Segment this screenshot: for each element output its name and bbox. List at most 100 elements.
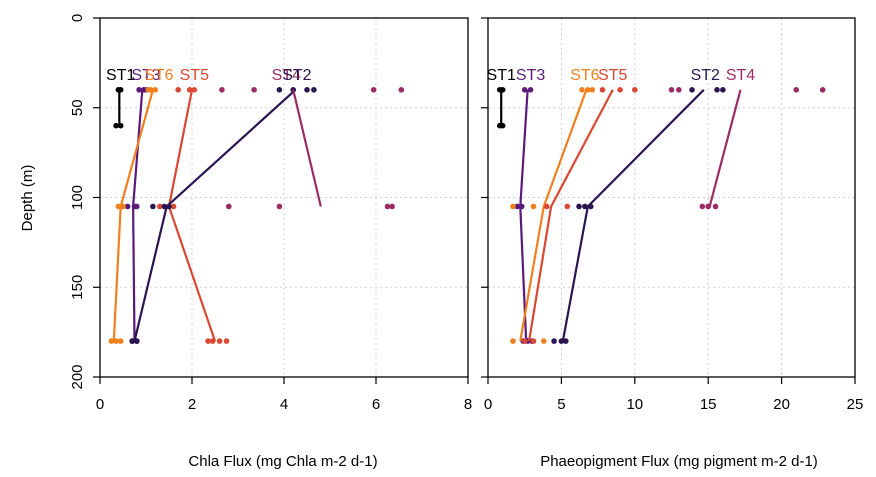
data-point-st3 [134, 203, 140, 210]
data-point-st4 [699, 203, 706, 210]
data-point-st4 [219, 87, 225, 93]
data-point-st5 [564, 203, 571, 210]
data-point-st1 [117, 122, 124, 129]
data-point-st1 [113, 122, 119, 129]
data-point-st2 [714, 87, 720, 93]
y-axis-label: Depth (m) [19, 165, 36, 232]
data-point-st5 [632, 87, 638, 93]
station-label-st2: ST2 [282, 67, 311, 84]
data-point-st4 [370, 87, 377, 93]
data-point-st2 [304, 87, 310, 93]
data-point-st6 [585, 87, 591, 93]
data-point-st2 [558, 338, 565, 344]
data-point-st2 [129, 338, 135, 344]
data-point-st4 [819, 87, 826, 93]
data-point-st2 [276, 87, 283, 93]
x-tick-label: 2 [188, 396, 196, 413]
y-tick-label: 150 [69, 275, 86, 300]
plot-frame [99, 17, 469, 378]
data-point-st6 [120, 203, 126, 210]
data-point-st2 [563, 338, 569, 344]
data-point-st6 [589, 87, 596, 93]
data-point-st5 [617, 87, 623, 93]
data-point-st6 [115, 203, 122, 210]
series-line-st2 [133, 88, 297, 342]
data-point-st6 [510, 203, 516, 210]
x-tick-label: 8 [464, 396, 472, 413]
data-point-st6 [147, 87, 154, 93]
station-label-st1: ST1 [106, 67, 135, 84]
data-point-st5 [209, 338, 216, 344]
x-tick-label: 6 [372, 396, 380, 413]
station-label-st6: ST6 [144, 67, 173, 84]
data-point-st3 [136, 87, 142, 93]
x-axis-label-chla: Chla Flux (mg Chla m-2 d-1) [188, 453, 377, 470]
data-point-st2 [720, 87, 726, 93]
data-point-st6 [579, 87, 585, 93]
data-point-st2 [689, 87, 695, 93]
data-point-st4 [251, 87, 257, 93]
series-line-st6 [519, 89, 588, 342]
station-label-st4: ST4 [272, 67, 301, 84]
data-point-st6 [510, 338, 516, 344]
data-point-st6 [530, 203, 537, 210]
data-point-st1 [117, 87, 124, 93]
data-point-st3 [521, 87, 528, 93]
data-point-st4 [389, 203, 395, 210]
data-point-st5 [175, 87, 181, 93]
data-point-st6 [152, 87, 158, 93]
x-tick-label: 25 [847, 396, 864, 413]
x-tick-label: 15 [700, 396, 717, 413]
data-point-st2 [134, 338, 140, 344]
data-point-st5 [521, 338, 528, 344]
data-point-st4 [398, 87, 405, 93]
station-label-st5: ST5 [180, 67, 209, 84]
data-point-st2 [166, 203, 172, 210]
y-tick-label: 200 [69, 364, 86, 389]
data-point-st5 [223, 338, 230, 344]
station-label-st3: ST3 [516, 67, 545, 84]
data-point-st2 [161, 203, 168, 210]
plot-frame [487, 17, 856, 378]
series-line-st4 [292, 89, 322, 207]
data-point-st5 [186, 87, 193, 93]
data-point-st4 [276, 203, 283, 210]
data-point-st5 [157, 203, 163, 210]
data-point-st3 [124, 203, 131, 210]
data-point-st3 [518, 203, 525, 210]
x-tick-label: 0 [96, 396, 104, 413]
data-point-st6 [113, 338, 119, 344]
x-axis-label-phaeopigment: Phaeopigment Flux (mg pigment m-2 d-1) [540, 453, 818, 470]
series-line-st2 [561, 89, 705, 342]
data-point-st4 [712, 203, 719, 210]
data-point-st2 [587, 203, 594, 210]
data-point-st4 [384, 203, 391, 210]
data-point-st2 [150, 203, 156, 210]
data-point-st6 [117, 338, 124, 344]
series-line-st4 [708, 89, 742, 207]
data-point-st4 [668, 87, 675, 93]
data-point-st1 [499, 87, 506, 93]
station-label-st1: ST1 [487, 67, 516, 84]
data-point-st6 [108, 338, 115, 344]
station-label-st6: ST6 [570, 67, 599, 84]
station-label-st2: ST2 [691, 67, 720, 84]
station-label-st4: ST4 [726, 67, 755, 84]
y-tick-label: 100 [69, 185, 86, 210]
series-line-st3 [132, 89, 144, 342]
data-point-st2 [311, 87, 317, 93]
data-point-st5 [599, 87, 606, 93]
x-tick-label: 4 [280, 396, 288, 413]
data-point-st5 [530, 338, 537, 344]
data-point-st5 [191, 87, 198, 93]
station-label-st5: ST5 [598, 67, 627, 84]
station-label-st3: ST3 [131, 67, 160, 84]
series-line-st5 [528, 89, 614, 342]
data-point-st2 [582, 203, 588, 210]
y-tick-label: 0 [69, 14, 86, 22]
x-tick-label: 10 [626, 396, 643, 413]
data-point-st4 [226, 203, 232, 210]
